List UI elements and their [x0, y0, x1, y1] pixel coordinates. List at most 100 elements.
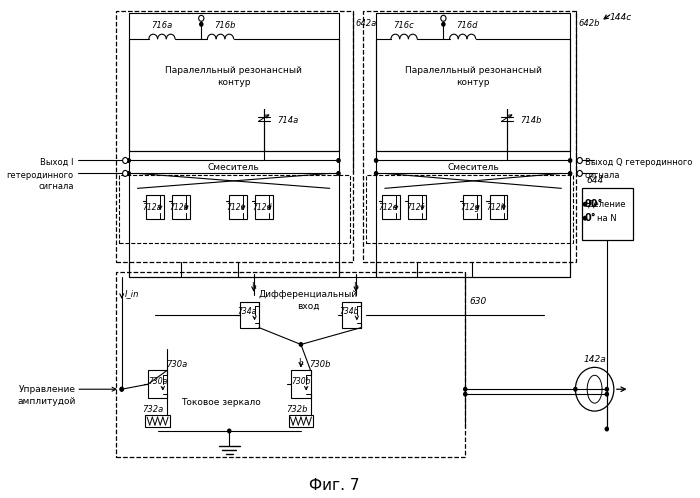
Circle shape: [577, 170, 582, 176]
Circle shape: [568, 172, 572, 175]
Text: 730b: 730b: [291, 377, 311, 386]
Circle shape: [463, 392, 467, 396]
Bar: [382, 195, 400, 219]
Text: контур: контур: [456, 78, 490, 88]
Text: 734b: 734b: [340, 307, 358, 316]
Text: 732a: 732a: [143, 404, 164, 414]
Circle shape: [120, 387, 123, 391]
Bar: [363, 11, 576, 262]
Bar: [463, 195, 481, 219]
Text: 630: 630: [470, 297, 487, 306]
Text: 712b: 712b: [169, 203, 188, 212]
Text: 712d: 712d: [252, 203, 272, 212]
Bar: [291, 371, 311, 398]
Text: Паралелльный резонансный: Паралелльный резонансный: [405, 67, 542, 76]
Bar: [172, 195, 190, 219]
Text: Дифференциальный: Дифференциальный: [258, 290, 358, 299]
Text: 712e: 712e: [379, 203, 398, 212]
Text: сигнала: сигнала: [38, 182, 74, 191]
Text: контур: контур: [217, 78, 251, 88]
Bar: [119, 175, 350, 243]
Circle shape: [374, 159, 378, 162]
Text: Деление: Деление: [587, 200, 626, 209]
Text: 712f: 712f: [406, 203, 424, 212]
Text: Смеситель: Смеситель: [447, 163, 499, 172]
Text: 732b: 732b: [286, 404, 307, 414]
Bar: [490, 195, 507, 219]
Text: 714b: 714b: [520, 116, 542, 125]
Text: 716c: 716c: [393, 21, 414, 30]
Circle shape: [568, 159, 572, 162]
Text: Выход I: Выход I: [40, 158, 74, 167]
Text: 734a: 734a: [237, 307, 256, 316]
Text: Смеситель: Смеситель: [208, 163, 260, 172]
Text: I₃: I₃: [353, 282, 359, 291]
Circle shape: [583, 203, 587, 206]
Bar: [229, 195, 246, 219]
Text: на N: на N: [597, 214, 617, 223]
Text: 712g: 712g: [460, 203, 480, 212]
Text: Выход Q гетеродинного: Выход Q гетеродинного: [585, 158, 692, 167]
Bar: [342, 302, 361, 328]
Circle shape: [199, 15, 204, 21]
Text: 90°: 90°: [584, 199, 603, 209]
Text: 730a: 730a: [148, 377, 167, 386]
Bar: [367, 175, 573, 243]
Text: 730a: 730a: [167, 360, 188, 369]
Text: 144c: 144c: [610, 13, 631, 22]
Bar: [256, 195, 273, 219]
Circle shape: [228, 429, 231, 433]
Text: 730b: 730b: [309, 360, 331, 369]
Bar: [148, 371, 167, 398]
Circle shape: [374, 172, 378, 175]
Circle shape: [577, 157, 582, 163]
Text: 644: 644: [587, 176, 604, 185]
Bar: [376, 13, 570, 150]
Circle shape: [300, 343, 302, 346]
Text: 716b: 716b: [214, 21, 236, 30]
Circle shape: [463, 387, 467, 391]
Text: 642a: 642a: [355, 19, 377, 28]
Text: 0°: 0°: [584, 213, 596, 223]
Text: 642b: 642b: [578, 19, 599, 28]
Circle shape: [441, 15, 446, 21]
Circle shape: [606, 427, 608, 431]
Text: Фиг. 7: Фиг. 7: [309, 478, 359, 493]
Text: сигнала: сигнала: [585, 171, 620, 180]
Circle shape: [442, 22, 445, 26]
Bar: [239, 302, 259, 328]
Circle shape: [199, 22, 203, 26]
Circle shape: [337, 172, 340, 175]
Text: 712c: 712c: [226, 203, 245, 212]
Circle shape: [574, 387, 577, 391]
Circle shape: [606, 387, 608, 391]
Bar: [116, 11, 354, 262]
Text: 714a: 714a: [277, 116, 299, 125]
Text: I_in: I_in: [125, 289, 139, 298]
Circle shape: [583, 217, 587, 220]
Circle shape: [120, 387, 123, 391]
Text: 142a: 142a: [583, 355, 606, 364]
Circle shape: [337, 159, 340, 162]
Bar: [146, 415, 170, 427]
Text: 712h: 712h: [486, 203, 505, 212]
Text: вход: вход: [297, 302, 319, 311]
Bar: [146, 195, 164, 219]
Text: I₁: I₁: [298, 358, 304, 367]
Circle shape: [127, 172, 130, 175]
Text: Управление: Управление: [20, 385, 76, 394]
Text: амплитудой: амплитудой: [18, 396, 76, 406]
Bar: [582, 188, 633, 240]
Text: гетеродинного: гетеродинного: [6, 171, 74, 180]
Bar: [116, 272, 466, 457]
Circle shape: [127, 159, 130, 162]
Text: I₂: I₂: [251, 282, 257, 291]
Circle shape: [122, 157, 128, 163]
Text: Паралелльный резонансный: Паралелльный резонансный: [165, 67, 302, 76]
Text: 716d: 716d: [456, 21, 477, 30]
Bar: [288, 415, 313, 427]
Circle shape: [122, 170, 128, 176]
Text: 716a: 716a: [151, 21, 173, 30]
Text: 712a: 712a: [143, 203, 162, 212]
Text: Токовое зеркало: Токовое зеркало: [181, 397, 260, 407]
